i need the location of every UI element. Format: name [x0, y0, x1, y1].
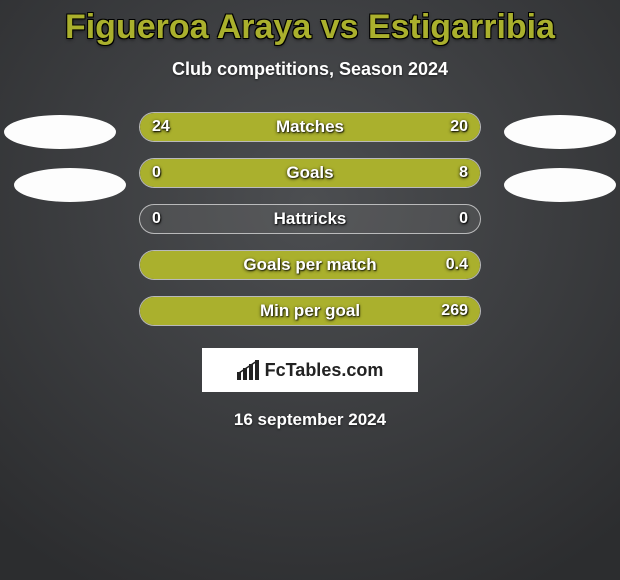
bar-label: Hattricks	[274, 209, 347, 229]
bar-label: Matches	[276, 117, 344, 137]
date-text: 16 september 2024	[0, 410, 620, 430]
bar-value-right: 269	[441, 302, 468, 320]
bar-fill-left	[140, 159, 201, 187]
infographic-container: Figueroa Araya vs Estigarribia Club comp…	[0, 0, 620, 430]
watermark-text: FcTables.com	[265, 360, 384, 381]
bars-list: Matches 24 20 Goals 0 8 Hattricks 0 0 Goals per m…	[139, 112, 481, 326]
bar-value-right: 0.4	[446, 256, 468, 274]
bar-value-left: 0	[152, 210, 161, 228]
stat-row: Matches 24 20	[139, 112, 481, 142]
player-photo-right-1	[504, 115, 616, 149]
player-photo-left-2	[14, 168, 126, 202]
bar-value-left: 0	[152, 164, 161, 182]
bar-value-right: 8	[459, 164, 468, 182]
player-photo-right-2	[504, 168, 616, 202]
bar-fill-left	[140, 113, 201, 141]
bar-chart-icon	[237, 360, 261, 380]
bar-value-left: 24	[152, 118, 170, 136]
bar-label: Min per goal	[260, 301, 360, 321]
player-photo-left-1	[4, 115, 116, 149]
stats-area: Matches 24 20 Goals 0 8 Hattricks 0 0 Goals per m…	[0, 112, 620, 326]
page-subtitle: Club competitions, Season 2024	[0, 59, 620, 80]
bar-value-right: 0	[459, 210, 468, 228]
stat-row: Goals 0 8	[139, 158, 481, 188]
stat-row: Hattricks 0 0	[139, 204, 481, 234]
bar-value-right: 20	[450, 118, 468, 136]
watermark-link[interactable]: FcTables.com	[202, 348, 418, 392]
bar-label: Goals	[286, 163, 333, 183]
bar-label: Goals per match	[243, 255, 376, 275]
stat-row: Min per goal 269	[139, 296, 481, 326]
stat-row: Goals per match 0.4	[139, 250, 481, 280]
page-title: Figueroa Araya vs Estigarribia	[0, 8, 620, 47]
bar-fill-right	[201, 159, 480, 187]
